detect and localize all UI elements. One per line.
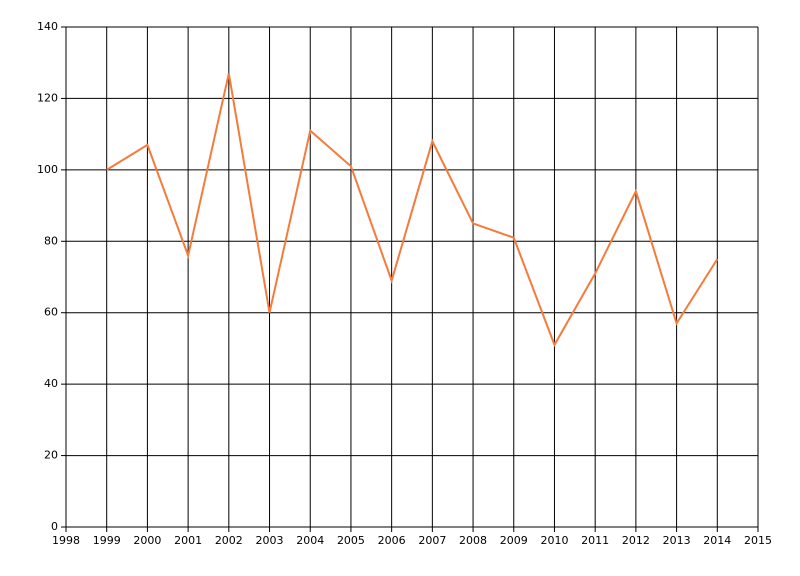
x-tick-label: 2012 [622, 534, 650, 547]
y-tick-label: 20 [44, 449, 58, 462]
x-tick-label: 2011 [581, 534, 609, 547]
x-tick-label: 2006 [378, 534, 406, 547]
x-tick-label: 2013 [663, 534, 691, 547]
y-tick-label: 100 [37, 163, 58, 176]
x-tick-label: 2009 [500, 534, 528, 547]
y-tick-label: 80 [44, 234, 58, 247]
x-tick-label: 2010 [540, 534, 568, 547]
x-tick-label: 1999 [93, 534, 121, 547]
x-tick-label: 2008 [459, 534, 487, 547]
y-tick-label: 60 [44, 306, 58, 319]
x-tick-label: 2002 [215, 534, 243, 547]
x-tick-label: 2007 [418, 534, 446, 547]
x-tick-label: 2000 [133, 534, 161, 547]
x-tick-label: 2004 [296, 534, 324, 547]
x-tick-label: 2015 [744, 534, 772, 547]
x-tick-label: 1998 [52, 534, 80, 547]
line-series [106, 73, 719, 348]
x-tick-label: 2014 [703, 534, 731, 547]
y-tick-label: 0 [51, 520, 58, 533]
y-tick-label: 40 [44, 377, 58, 390]
x-tick-label: 2005 [337, 534, 365, 547]
y-tick-label: 140 [37, 20, 58, 33]
y-tick-label: 120 [37, 91, 58, 104]
x-tick-label: 2001 [174, 534, 202, 547]
x-tick-label: 2003 [256, 534, 284, 547]
